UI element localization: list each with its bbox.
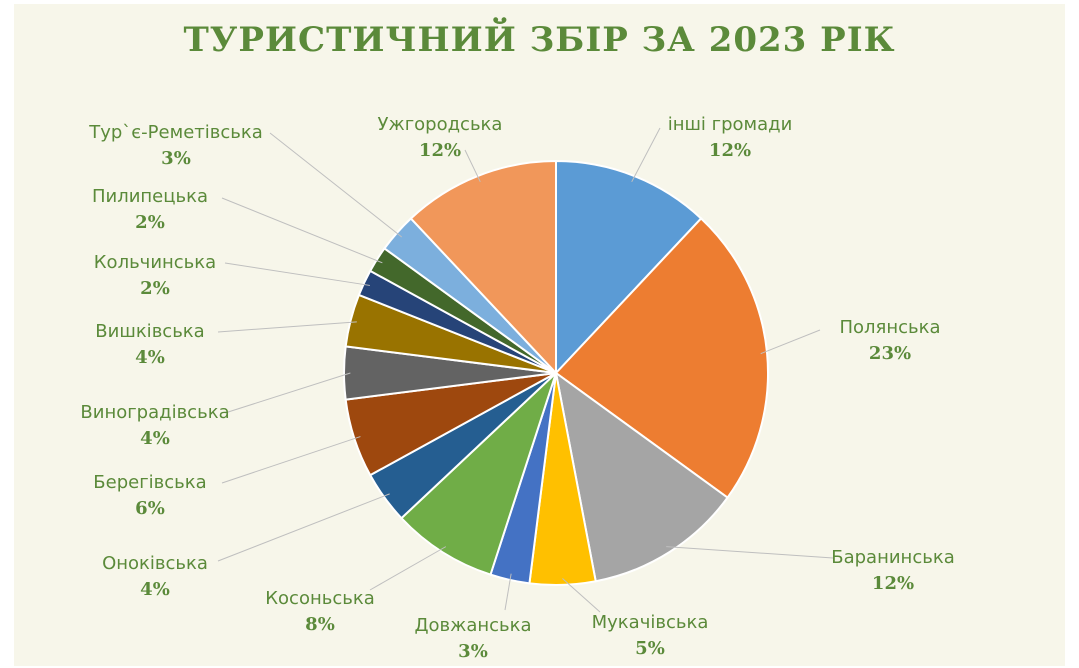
pie-slice-2	[554, 217, 769, 500]
leader-line-6	[369, 546, 447, 591]
slice-value-12: 2%	[135, 212, 165, 233]
leader-line-14	[464, 149, 481, 183]
slice-label-8: Берегівська	[93, 472, 206, 493]
slice-value-14: 12%	[419, 140, 461, 161]
slice-value-8: 6%	[135, 498, 165, 519]
slice-label-2: Полянська	[839, 317, 940, 338]
leader-line-13	[269, 132, 403, 238]
slice-label-10: Вишківська	[95, 321, 204, 342]
slice-value-11: 2%	[140, 278, 170, 299]
slice-value-10: 4%	[135, 347, 165, 368]
slice-value-4: 5%	[635, 638, 665, 659]
leader-line-10	[217, 321, 357, 333]
leader-line-5	[504, 573, 512, 611]
slice-value-3: 12%	[872, 573, 914, 594]
chart-title: ТУРИСТИЧНИЙ ЗБІР ЗА 2023 РІК	[183, 20, 896, 60]
leader-line-1	[631, 127, 661, 183]
leader-line-4	[562, 578, 601, 613]
slice-label-5: Довжанська	[414, 615, 531, 636]
slice-label-12: Пилипецька	[92, 186, 208, 207]
slice-value-5: 3%	[458, 641, 488, 662]
leader-line-9	[224, 372, 351, 414]
leader-line-12	[221, 197, 383, 264]
leader-line-3	[666, 546, 834, 559]
slice-label-13: Тур`є-Реметівська	[88, 122, 263, 143]
slice-value-2: 23%	[869, 343, 911, 364]
pie-slice-3	[554, 370, 729, 583]
slice-label-9: Виноградівська	[80, 402, 229, 423]
slice-label-7: Онoківська	[102, 553, 208, 574]
leader-line-7	[217, 493, 390, 562]
slice-label-11: Кольчинська	[94, 252, 216, 273]
slice-value-13: 3%	[161, 148, 191, 169]
leader-line-11	[224, 262, 371, 286]
slice-label-4: Мукачівська	[592, 612, 709, 633]
slice-label-6: Косоньська	[265, 588, 375, 609]
leader-line-8	[221, 436, 361, 484]
pie-slice-6	[400, 372, 557, 576]
slice-label-1: інші громади	[668, 114, 793, 135]
slice-label-3: Баранинська	[831, 547, 954, 568]
pie-slice-1	[555, 159, 703, 376]
slice-value-1: 12%	[709, 140, 751, 161]
slice-value-9: 4%	[140, 428, 170, 449]
slice-label-14: Ужгородська	[378, 114, 503, 135]
slice-value-6: 8%	[305, 614, 335, 635]
slice-value-7: 4%	[140, 579, 170, 600]
leader-line-2	[760, 329, 821, 355]
